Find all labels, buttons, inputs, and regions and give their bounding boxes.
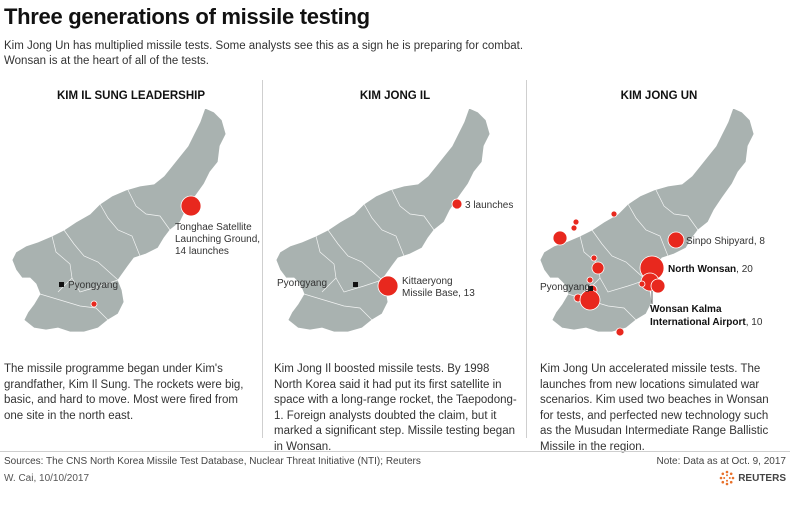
- svg-text:North Wonsan, 20: North Wonsan, 20: [668, 264, 753, 275]
- reuters-dots-icon: [719, 470, 735, 486]
- panel-kim-jong-il: KIM JONG IL 3 launches Pyongyang Kittaer…: [264, 80, 526, 453]
- north-korea-map: Sinpo Shipyard, 8 North Wonsan, 20 Pyong…: [539, 107, 765, 337]
- kittaeryong-marker: [377, 275, 399, 297]
- north-wonsan-label: North Wonsan: [668, 264, 736, 275]
- launch-site-marker: [586, 276, 594, 284]
- northeast-launch-marker: [451, 198, 463, 210]
- panel-description: The missile programme began under Kim's …: [4, 363, 244, 422]
- panel-description: Kim Jong Il boosted missile tests. By 19…: [274, 363, 517, 453]
- launch-site-marker: [570, 224, 578, 232]
- launch-site-marker: [591, 261, 605, 275]
- launch-site-marker: [579, 289, 601, 311]
- panel-title: KIM IL SUNG LEADERSHIP: [56, 90, 206, 102]
- launch-site-marker: [638, 280, 646, 288]
- north-wonsan-count: , 20: [736, 264, 753, 275]
- sinpo-label: Sinpo Shipyard, 8: [686, 236, 765, 247]
- tonghae-marker: [180, 195, 202, 217]
- province-borders: [303, 165, 437, 321]
- page-title: Three generations of missile testing: [4, 4, 370, 29]
- panel-kim-il-sung: KIM IL SUNG LEADERSHIP Tonghae Satellite…: [0, 80, 262, 440]
- launch-site-marker: [610, 210, 618, 218]
- kalma-label-2: International Airport: [650, 317, 746, 328]
- reuters-logo: REUTERS: [719, 470, 786, 486]
- tonghae-label-3: 14 launches: [175, 246, 229, 257]
- panel-description: Kim Jong Un accelerated missile tests. T…: [540, 363, 769, 453]
- panel-title: KIM JONG UN: [620, 90, 698, 102]
- footer-divider: [0, 451, 790, 452]
- page-subtitle: Kim Jong Un has multiplied missile tests…: [4, 40, 524, 67]
- reuters-wordmark: REUTERS: [738, 472, 786, 484]
- pyongyang-label: Pyongyang: [540, 282, 590, 293]
- launch-site-marker: [615, 327, 625, 337]
- tonghae-label-1: Tonghae Satellite: [175, 222, 252, 233]
- tonghae-label-2: Launching Ground,: [175, 234, 260, 245]
- panel-divider-1: [262, 80, 263, 438]
- north-korea-landmass: [11, 107, 227, 333]
- pyongyang-city-marker: [353, 282, 358, 287]
- svg-text:International Airport, 10: International Airport, 10: [650, 317, 763, 328]
- kalma-count: , 10: [746, 317, 763, 328]
- north-korea-landmass: [275, 107, 491, 333]
- panel-divider-2: [526, 80, 527, 438]
- launch-site-marker: [552, 230, 568, 246]
- pyongyang-city-marker: [59, 282, 64, 287]
- launch-site-marker: [650, 278, 666, 294]
- north-korea-landmass: [539, 107, 755, 333]
- sinpo-marker: [667, 231, 685, 249]
- north-korea-map: 3 launches Pyongyang Kittaeryong Missile …: [275, 107, 513, 333]
- kittaeryong-label-2: Missile Base, 13: [402, 288, 475, 299]
- north-korea-map: Tonghae Satellite Launching Ground, 14 lau…: [11, 107, 260, 333]
- small-launch-marker: [90, 300, 98, 308]
- launch-site-marker: [590, 254, 598, 262]
- province-borders: [39, 165, 173, 321]
- launch-site-marker: [572, 218, 580, 226]
- pyongyang-label: Pyongyang: [277, 278, 327, 289]
- pyongyang-label: Pyongyang: [68, 280, 118, 291]
- panel-kim-jong-un: KIM JONG UN Sinpo Shipyard, 8 North Wons…: [528, 80, 790, 453]
- kittaeryong-label-1: Kittaeryong: [402, 276, 453, 287]
- pyongyang-city-marker: [588, 286, 593, 291]
- byline: W. Cai, 10/10/2017: [4, 473, 90, 484]
- panel-title: KIM JONG IL: [359, 90, 431, 102]
- launches-3-label: 3 launches: [465, 200, 513, 211]
- data-date-note: Note: Data as at Oct. 9, 2017: [656, 456, 786, 467]
- kalma-label-1: Wonsan Kalma: [650, 304, 722, 315]
- sources-note: Sources: The CNS North Korea Missile Tes…: [4, 456, 421, 467]
